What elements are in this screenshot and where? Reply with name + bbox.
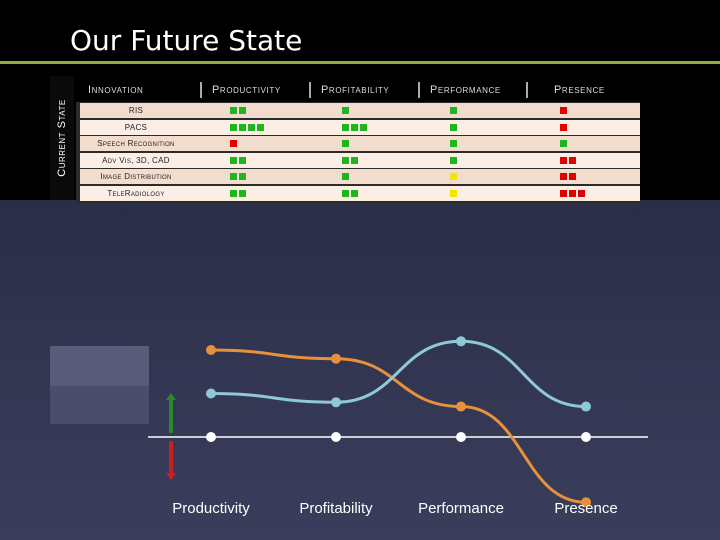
- header-performance: Performance: [430, 84, 501, 96]
- rating-square-green: [230, 107, 237, 114]
- x-tick-label: Presence: [554, 500, 618, 517]
- series-point-2: [331, 432, 341, 442]
- x-tick-label: Profitability: [299, 500, 373, 517]
- series-point-1: [206, 388, 216, 399]
- series-point-2: [581, 432, 591, 442]
- rating-square-red: [230, 140, 237, 147]
- rating-square-green: [351, 189, 358, 197]
- series-line-0: [210, 348, 587, 504]
- rating-square-red: [560, 123, 567, 131]
- rating-square-green: [230, 156, 237, 164]
- x-tick-label: Productivity: [172, 500, 250, 517]
- rating-square-red: [560, 107, 567, 114]
- rating-square-yellow: [450, 173, 457, 180]
- rating-square-green: [248, 123, 255, 131]
- rating-square-green: [239, 156, 246, 164]
- rating-square-green: [239, 173, 246, 180]
- rating-square-red: [569, 173, 576, 180]
- header-profitability: Profitability: [321, 84, 390, 96]
- rating-square-green: [239, 123, 246, 131]
- matrix-row-label: Speech Recognition: [97, 139, 175, 148]
- current-state-matrix: Innovation Productivity Profitability Pe…: [76, 78, 640, 203]
- matrix-row: Speech Recognition: [80, 136, 640, 151]
- rating-square-green: [351, 123, 358, 131]
- series-point-1: [581, 401, 591, 412]
- rating-square-red: [578, 189, 585, 197]
- header-separator: [418, 82, 420, 98]
- series-point-2: [456, 432, 466, 442]
- series-point-0: [331, 353, 341, 364]
- rating-square-green: [450, 140, 457, 147]
- matrix-row: Image Distribution: [80, 169, 640, 184]
- matrix-row-label: Adv Vis, 3D, CAD: [102, 155, 170, 165]
- rating-square-green: [342, 173, 349, 180]
- title-divider: [0, 61, 720, 64]
- series-point-0: [206, 345, 216, 355]
- rating-square-green: [450, 107, 457, 114]
- rating-square-green: [342, 123, 349, 131]
- rating-square-green: [239, 189, 246, 197]
- rating-square-yellow: [450, 189, 457, 197]
- rating-square-green: [342, 107, 349, 114]
- matrix-row-label: RIS: [128, 106, 144, 115]
- series-point-1: [456, 336, 466, 347]
- up-arrow-icon: [166, 393, 176, 433]
- series-line-1: [210, 339, 587, 409]
- rating-square-green: [230, 123, 237, 131]
- matrix-row-label: Image Distribution: [100, 172, 172, 181]
- x-tick-label: Performance: [418, 500, 504, 517]
- header-innovation: Innovation: [88, 84, 144, 96]
- rating-square-green: [342, 156, 349, 164]
- legend-placeholder-top: [50, 346, 149, 386]
- header-presence: Presence: [554, 84, 605, 96]
- rating-square-green: [257, 123, 264, 131]
- header-separator: [309, 82, 311, 98]
- down-arrow-icon: [166, 441, 176, 480]
- matrix-header: Innovation Productivity Profitability Pe…: [76, 78, 640, 102]
- matrix-row: PACS: [80, 119, 640, 135]
- matrix-row-label: TeleRadiology: [107, 188, 165, 198]
- header-productivity: Productivity: [212, 84, 281, 96]
- slide-title: Our Future State: [70, 24, 303, 57]
- series-point-2: [206, 432, 216, 442]
- rating-square-green: [342, 140, 349, 147]
- rating-square-green: [560, 140, 567, 147]
- rating-square-red: [569, 156, 576, 164]
- matrix-row: RIS: [80, 103, 640, 118]
- rating-square-green: [230, 173, 237, 180]
- rating-square-green: [360, 123, 367, 131]
- matrix-row: TeleRadiology: [80, 185, 640, 201]
- rating-square-red: [569, 189, 576, 197]
- rating-square-red: [560, 173, 567, 180]
- series-point-0: [456, 401, 466, 412]
- rating-square-green: [342, 189, 349, 197]
- header-separator: [526, 82, 528, 98]
- rating-square-green: [239, 107, 246, 114]
- header-separator: [200, 82, 202, 98]
- matrix-row-label: PACS: [124, 122, 148, 132]
- matrix-row: Adv Vis, 3D, CAD: [80, 152, 640, 168]
- rating-square-green: [450, 156, 457, 164]
- rating-square-red: [560, 156, 567, 164]
- series-point-1: [331, 397, 341, 408]
- rating-square-green: [230, 189, 237, 197]
- rating-square-green: [450, 123, 457, 131]
- rating-square-red: [560, 189, 567, 197]
- series-point-0: [581, 497, 591, 508]
- legend-placeholder: [50, 346, 149, 424]
- rating-square-green: [351, 156, 358, 164]
